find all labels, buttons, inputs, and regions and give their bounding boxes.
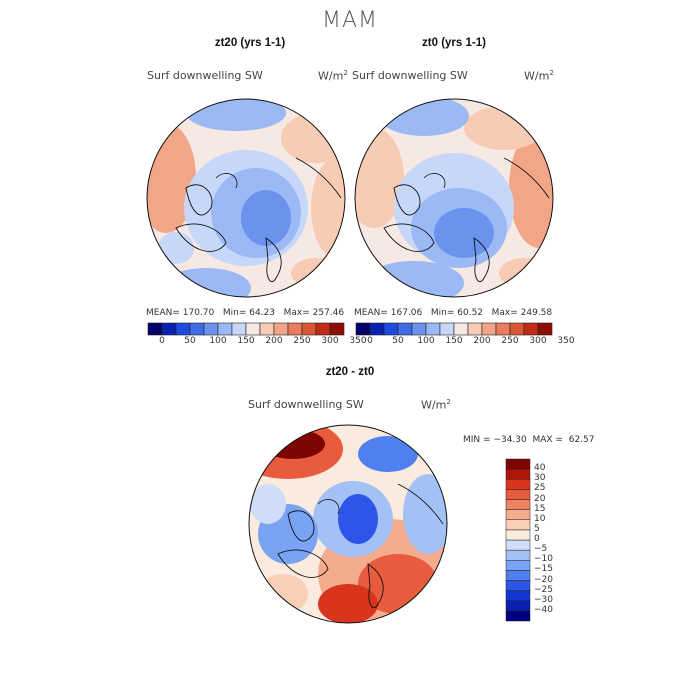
panel1-colorbar-box [175, 322, 191, 336]
panel2-unit: W/m2 [524, 69, 554, 83]
panel1-colorbar-box [315, 322, 331, 336]
panel2-colorbar-box [467, 322, 483, 336]
panel3-colorbar-box [505, 580, 531, 591]
panel3-colorbar-tick: −30 [534, 594, 553, 605]
panel1-stats: MEAN= 170.70 Min= 64.23 Max= 257.46 [146, 308, 345, 318]
panel3-colorbar-box [505, 549, 531, 561]
panel2-colorbar-tick: 250 [501, 336, 519, 346]
panel3-colorbar-ticks: −40 −30 −25 −20 −15 −10 −5 0 5 10 15 20 25 30 40 [534, 459, 574, 621]
panel3-colorbar-tick: 10 [534, 513, 546, 524]
panel2-colorbar-box [509, 322, 525, 336]
panel3-colorbar-tick: −20 [534, 574, 553, 585]
panel2-colorbar-box [383, 322, 399, 336]
panel1-colorbar-box [189, 322, 205, 336]
panel2-colorbar-tick: 100 [417, 336, 435, 346]
panel3-colorbar-box [505, 499, 531, 510]
panel2-colorbar-tick: 0 [367, 336, 373, 346]
panel2-colorbar-box [355, 322, 371, 336]
panel1-colorbar-ticks: 0 50 100 150 200 250 300 350 [148, 336, 366, 350]
panel1-unit: W/m2 [318, 69, 348, 83]
panel3-colorbar-box [505, 458, 531, 470]
panel3-colorbar-tick: −5 [534, 544, 548, 555]
panel1-colorbar-box [217, 322, 233, 336]
panel3-colorbar-box [505, 600, 531, 612]
panel2-colorbar-box [495, 322, 511, 336]
panel3-colorbar-box [505, 539, 531, 551]
panel2-variable-label: Surf downwelling SW [352, 69, 468, 82]
panel2-title: zt0 (yrs 1-1) [422, 37, 486, 49]
panel1-colorbar-tick: 0 [159, 336, 165, 346]
panel1-colorbar-box [301, 322, 317, 336]
panel3-colorbar-box [505, 479, 531, 490]
panel3-colorbar-box [505, 610, 531, 622]
panel2-colorbar-box [481, 322, 497, 336]
panel3-colorbar-box [505, 509, 531, 520]
panel2-colorbar-box [439, 322, 455, 336]
panel1-colorbar-box [273, 322, 289, 336]
panel3-colorbar-tick: −25 [534, 584, 553, 595]
panel2-colorbar-box [537, 322, 553, 336]
panel1-colorbar-box [287, 322, 303, 336]
panel2-colorbar-tick: 50 [392, 336, 404, 346]
panel3-colorbar-box [505, 590, 531, 601]
panel3-colorbar-tick: 40 [534, 463, 546, 474]
panel2-map [354, 98, 554, 298]
panel2-colorbar-ticks: 0 50 100 150 200 250 300 350 [356, 336, 574, 350]
panel3-colorbar-tick: −15 [534, 564, 553, 575]
panel3-colorbar-box [505, 529, 531, 541]
panel2-colorbar-tick: 150 [445, 336, 463, 346]
panel1-colorbar-tick: 350 [349, 336, 367, 346]
panel2-stats: MEAN= 167.06 Min= 60.52 Max= 249.58 [354, 308, 553, 318]
panel1-colorbar-box [161, 322, 177, 336]
panel3-unit: W/m2 [421, 398, 451, 412]
panel1-colorbar [147, 322, 345, 336]
panel1-colorbar-box [203, 322, 219, 336]
panel1-map [146, 98, 346, 298]
panel2-colorbar-box [411, 322, 427, 336]
panel1-colorbar-box [245, 322, 261, 336]
panel1-colorbar-box [231, 322, 247, 336]
panel3-colorbar-tick: 15 [534, 503, 546, 514]
panel1-colorbar-tick: 250 [293, 336, 311, 346]
panel3-colorbar-box [505, 489, 531, 500]
panel2-colorbar-tick: 350 [557, 336, 575, 346]
panel3-colorbar-tick: 5 [534, 523, 540, 534]
panel3-colorbar-box [505, 570, 531, 581]
panel1-colorbar-box [259, 322, 275, 336]
panel1-colorbar-box [147, 322, 163, 336]
panel1-variable-label: Surf downwelling SW [147, 69, 263, 82]
panel2-colorbar-box [369, 322, 385, 336]
figure-title: MAM [321, 8, 378, 33]
panel1-title: zt20 (yrs 1-1) [214, 37, 286, 49]
panel3-variable-label: Surf downwelling SW [248, 398, 364, 411]
panel2-colorbar-box [523, 322, 539, 336]
panel3-map [248, 424, 448, 624]
panel1-colorbar-tick: 300 [321, 336, 339, 346]
panel3-stats: MIN = −34.30 MAX = 62.57 [463, 435, 595, 445]
panel2-colorbar-tick: 300 [529, 336, 547, 346]
panel2-colorbar [355, 322, 553, 336]
panel3-title: zt20 - zt0 [325, 366, 375, 378]
panel3-colorbar-tick: 25 [534, 483, 546, 494]
panel1-colorbar-tick: 200 [265, 336, 283, 346]
panel1-colorbar-box [329, 322, 345, 336]
panel3-colorbar-box [505, 560, 531, 571]
panel3-colorbar-tick: 0 [534, 534, 540, 544]
panel3-colorbar-tick: −10 [534, 554, 553, 565]
panel3-colorbar-tick: −40 [534, 604, 553, 615]
panel2-colorbar-box [397, 322, 413, 336]
panel3-colorbar-tick: 30 [534, 473, 546, 484]
panel2-colorbar-box [425, 322, 441, 336]
panel2-colorbar-tick: 200 [473, 336, 491, 346]
panel1-colorbar-tick: 50 [184, 336, 196, 346]
panel1-colorbar-tick: 150 [237, 336, 255, 346]
panel2-colorbar-box [453, 322, 469, 336]
panel1-colorbar-tick: 100 [209, 336, 227, 346]
panel3-colorbar-box [505, 519, 531, 531]
panel3-colorbar-tick: 20 [534, 493, 546, 504]
panel3-colorbar [505, 458, 531, 622]
panel3-colorbar-box [505, 468, 531, 480]
